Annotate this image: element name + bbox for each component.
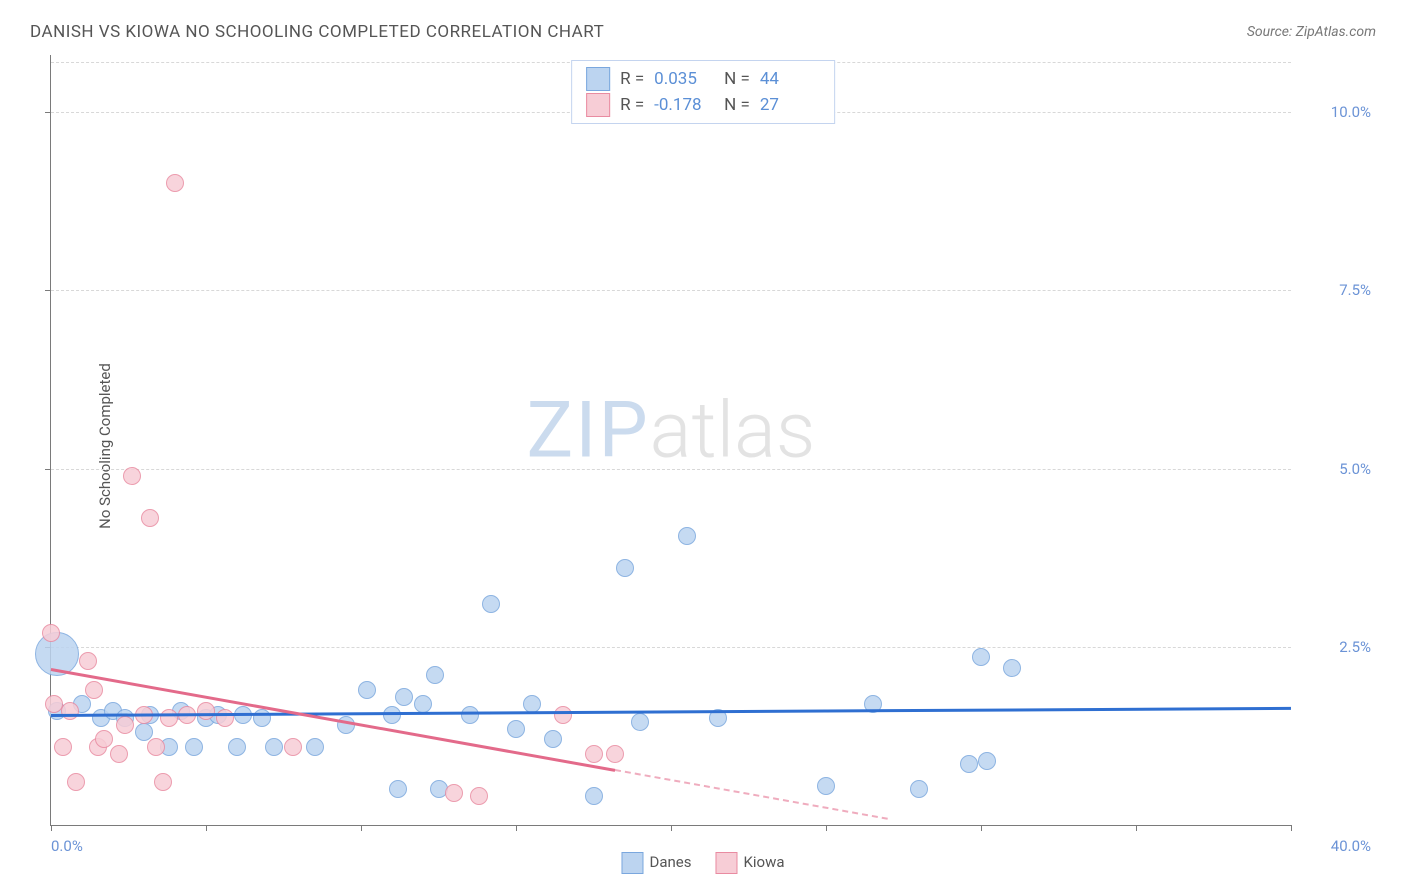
x-tick-mark — [671, 825, 672, 831]
y-tick-mark — [45, 112, 51, 113]
data-point — [482, 595, 500, 613]
data-point — [445, 784, 463, 802]
correlation-legend: R = 0.035 N = 44 R = -0.178 N = 27 — [571, 60, 835, 124]
data-point — [228, 738, 246, 756]
x-tick-mark — [206, 825, 207, 831]
data-point — [284, 738, 302, 756]
trend-line-dashed — [615, 769, 888, 820]
data-point — [116, 716, 134, 734]
y-tick-label: 10.0% — [1301, 103, 1371, 121]
legend-label: Danes — [649, 853, 691, 871]
data-point — [141, 509, 159, 527]
data-point — [616, 559, 634, 577]
legend-swatch — [586, 67, 610, 91]
data-point — [960, 755, 978, 773]
x-tick-mark — [981, 825, 982, 831]
legend-swatch — [586, 93, 610, 117]
data-point — [185, 738, 203, 756]
legend-n-value: 44 — [760, 69, 820, 89]
legend-swatch — [715, 852, 737, 874]
legend-n-value: 27 — [760, 95, 820, 115]
plot-area: ZIPatlas 2.5%5.0%7.5%10.0%0.0%40.0% — [50, 55, 1291, 826]
x-tick-mark — [516, 825, 517, 831]
legend-item: Kiowa — [715, 852, 784, 874]
data-point — [42, 624, 60, 642]
data-point — [166, 174, 184, 192]
data-point — [606, 745, 624, 763]
data-point — [461, 706, 479, 724]
x-tick-mark — [361, 825, 362, 831]
data-point — [160, 709, 178, 727]
data-point — [216, 709, 234, 727]
data-point — [197, 702, 215, 720]
data-point — [470, 787, 488, 805]
data-point — [414, 695, 432, 713]
x-tick-mark — [826, 825, 827, 831]
data-point — [507, 720, 525, 738]
gridline — [51, 290, 1291, 291]
watermark-part2: atlas — [650, 385, 816, 476]
data-point — [523, 695, 541, 713]
watermark-part1: ZIP — [527, 385, 650, 476]
data-point — [358, 681, 376, 699]
y-tick-mark — [45, 290, 51, 291]
legend-row: R = 0.035 N = 44 — [586, 67, 820, 91]
y-tick-label: 7.5% — [1301, 281, 1371, 299]
legend-r-label: R = — [620, 95, 644, 115]
legend-r-value: 0.035 — [654, 69, 714, 89]
data-point — [61, 702, 79, 720]
source-label: Source: ZipAtlas.com — [1247, 24, 1376, 40]
x-tick-mark — [51, 825, 52, 831]
data-point — [678, 527, 696, 545]
y-tick-label: 5.0% — [1301, 460, 1371, 478]
x-tick-mark — [1136, 825, 1137, 831]
data-point — [554, 706, 572, 724]
data-point — [817, 777, 835, 795]
data-point — [585, 745, 603, 763]
data-point — [910, 780, 928, 798]
gridline — [51, 647, 1291, 648]
x-tick-mark — [1291, 825, 1292, 831]
legend-label: Kiowa — [743, 853, 784, 871]
gridline — [51, 469, 1291, 470]
y-tick-label: 2.5% — [1301, 638, 1371, 656]
data-point — [95, 730, 113, 748]
legend-item: Danes — [621, 852, 691, 874]
data-point — [110, 745, 128, 763]
watermark: ZIPatlas — [527, 385, 816, 476]
y-tick-mark — [45, 469, 51, 470]
data-point — [123, 467, 141, 485]
data-point — [147, 738, 165, 756]
legend-n-label: N = — [724, 95, 750, 115]
data-point — [631, 713, 649, 731]
data-point — [154, 773, 172, 791]
data-point — [585, 787, 603, 805]
data-point — [544, 730, 562, 748]
chart-title: DANISH VS KIOWA NO SCHOOLING COMPLETED C… — [30, 22, 604, 42]
trend-line — [51, 668, 616, 771]
data-point — [265, 738, 283, 756]
x-tick-label: 0.0% — [51, 837, 83, 855]
data-point — [972, 648, 990, 666]
x-tick-label: 40.0% — [1301, 837, 1371, 855]
data-point — [85, 681, 103, 699]
legend-r-label: R = — [620, 69, 644, 89]
legend-r-value: -0.178 — [654, 95, 714, 115]
data-point — [978, 752, 996, 770]
series-legend: Danes Kiowa — [621, 852, 784, 874]
data-point — [79, 652, 97, 670]
legend-n-label: N = — [724, 69, 750, 89]
data-point — [67, 773, 85, 791]
legend-row: R = -0.178 N = 27 — [586, 93, 820, 117]
data-point — [54, 738, 72, 756]
data-point — [426, 666, 444, 684]
data-point — [1003, 659, 1021, 677]
data-point — [306, 738, 324, 756]
data-point — [395, 688, 413, 706]
data-point — [389, 780, 407, 798]
legend-swatch — [621, 852, 643, 874]
